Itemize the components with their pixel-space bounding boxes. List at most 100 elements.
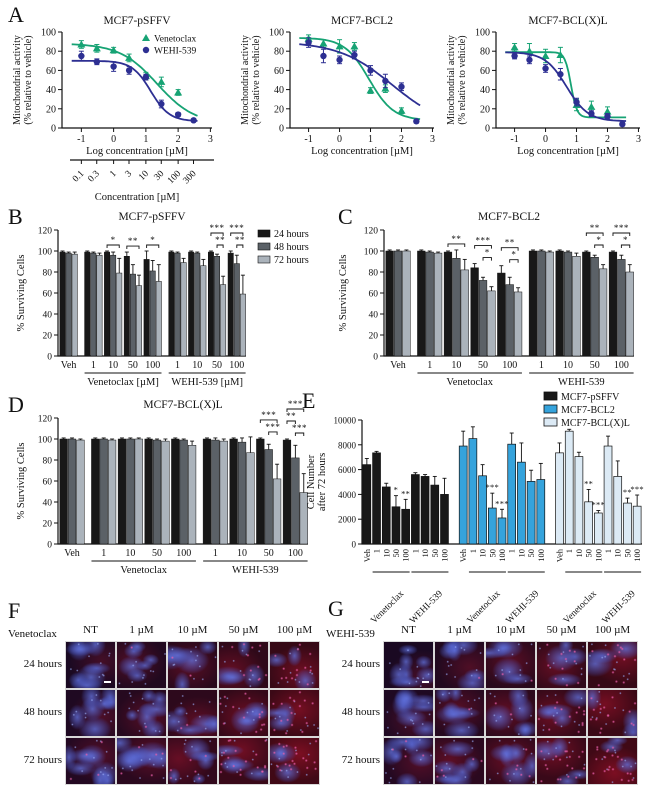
bar	[537, 250, 546, 357]
legend-label: Venetoclax	[154, 35, 196, 45]
sig-bracket	[509, 259, 519, 263]
bar	[574, 456, 584, 545]
y-tick-label: 40	[274, 85, 284, 96]
bar	[233, 263, 240, 357]
bar	[84, 251, 91, 357]
x-tick-label: 1	[143, 134, 148, 145]
chart-title: MCF7-BCL(X)L	[528, 15, 607, 27]
y-tick-label: 80	[480, 47, 490, 58]
micrograph-panel-wehi-539: WEHI-539 NT 1 µM 10 µM 50 µM 100 µM 24 hours 48…	[326, 602, 640, 790]
y-tick-label: 60	[369, 290, 379, 300]
bar	[507, 443, 517, 545]
triangle-marker	[510, 43, 519, 51]
x-tick-label: Veh	[555, 548, 565, 562]
sig-bracket	[210, 232, 224, 236]
bar	[452, 258, 461, 357]
x-tick-label: 1	[507, 549, 517, 553]
sig-stars: ***	[476, 236, 491, 246]
bar	[470, 267, 479, 357]
y-tick-label: 20	[274, 104, 284, 115]
y-tick-label: 40	[43, 311, 53, 321]
concentration-column-header: NT	[401, 624, 416, 636]
sig-bracket	[146, 244, 160, 248]
triangle-marker	[335, 42, 344, 50]
y-tick-label: 4000	[338, 490, 357, 500]
x-tick-label: 100	[632, 549, 642, 562]
x-tick-label: 100	[288, 548, 303, 559]
x-tick-label: 0	[543, 134, 548, 145]
x-tick-label: 50	[487, 549, 497, 558]
x-tick-label: 100	[229, 360, 244, 371]
bar	[613, 476, 623, 545]
drug-name-label: WEHI-539	[326, 628, 375, 640]
sig-stars: ***	[630, 484, 644, 494]
concentration-column-header: 100 µM	[276, 624, 313, 636]
bar	[478, 280, 488, 357]
y-tick-label: 60	[43, 478, 53, 488]
sig-bracket	[106, 244, 120, 248]
bar	[603, 445, 613, 545]
drug-name-label: Venetoclax	[8, 628, 57, 640]
x-tick-label: 1	[213, 548, 218, 559]
bar	[632, 505, 642, 545]
sig-bracket	[585, 232, 604, 236]
x-tick-label: 1	[368, 134, 373, 145]
group-label: Venetoclax	[120, 565, 167, 576]
y-tick-label: 20	[480, 104, 490, 115]
panel-label-b: B	[8, 204, 23, 229]
sig-stars: ***	[614, 223, 629, 233]
x-tick-label: 100	[614, 360, 629, 371]
y-tick-label: 100	[364, 248, 379, 258]
x-tick-label: Veh	[458, 548, 468, 562]
bar	[104, 251, 110, 357]
x-tick-label: 50	[128, 360, 138, 371]
circle-marker	[174, 111, 182, 118]
bar	[458, 445, 468, 545]
group-label: Venetoclax [µM]	[87, 377, 159, 388]
x-tick-label: Veh	[61, 360, 77, 371]
micrograph-tile	[383, 737, 434, 785]
circle-marker	[305, 39, 312, 46]
bar	[625, 271, 634, 357]
y-tick-label: 100	[38, 248, 53, 258]
x-tick-label: 100	[439, 549, 449, 562]
x-tick-label: 1	[539, 360, 544, 371]
bar	[168, 251, 175, 357]
sig-stars: **	[401, 488, 410, 498]
concentration-column-header: 100 µM	[594, 624, 631, 636]
triangle-marker	[319, 39, 328, 47]
x-tick-label: 50	[391, 549, 401, 558]
micrograph-tile	[536, 641, 587, 689]
x-axis-label: Log concentration [µM]	[311, 146, 413, 157]
x-tick-label: 1	[603, 549, 613, 553]
bar	[401, 508, 410, 545]
micrograph-panel-venetoclax: Venetoclax NT 1 µM 10 µM 50 µM 100 µM 24 hours…	[8, 602, 322, 790]
dose-response-chart-psffv: 0 20 40 60 80 100 -1 0 1 2 3 MCF7-pSFFV Mitochondria…	[12, 15, 214, 203]
y-tick-label: 0	[373, 353, 378, 363]
dose-response-chart-bcl2: 0 20 40 60 80 100 -1 0 1 2 3 MCF7-BCL2 Mitochondrial…	[240, 15, 435, 157]
chart-title: MCF7-pSFFV	[118, 211, 186, 223]
surviving-cells-chart-bcl2: 0 20 40 60 80 100 120 MCF7-BCL2 % Surviving Cell…	[338, 211, 634, 388]
sig-stars: ***	[288, 399, 303, 409]
panel-label-d: D	[8, 392, 24, 417]
circle-marker	[604, 113, 611, 120]
bar	[264, 449, 273, 545]
surviving-cells-chart-bclxl: 0 20 40 60 80 100 120 MCF7-BCL(X)L % Surviving C…	[16, 399, 308, 576]
circle-marker	[367, 67, 374, 74]
x-tick-label: 50	[430, 549, 440, 558]
x-axis-label: Log concentration [µM]	[86, 146, 188, 157]
triangle-marker	[603, 107, 612, 115]
sig-bracket	[294, 432, 305, 436]
bar	[460, 269, 469, 357]
sig-bracket	[236, 244, 244, 248]
bar	[440, 494, 449, 545]
sig-bracket	[286, 408, 305, 412]
sig-stars: **	[235, 235, 245, 245]
bar	[136, 285, 142, 357]
x-tick-label: 1	[91, 360, 96, 371]
group-label: WEHI-539	[232, 565, 279, 576]
y-axis-label: (% relative to vehicle)	[251, 35, 262, 124]
fit-curve	[71, 43, 198, 117]
sig-stars: ***	[265, 422, 280, 432]
bar	[149, 270, 156, 357]
